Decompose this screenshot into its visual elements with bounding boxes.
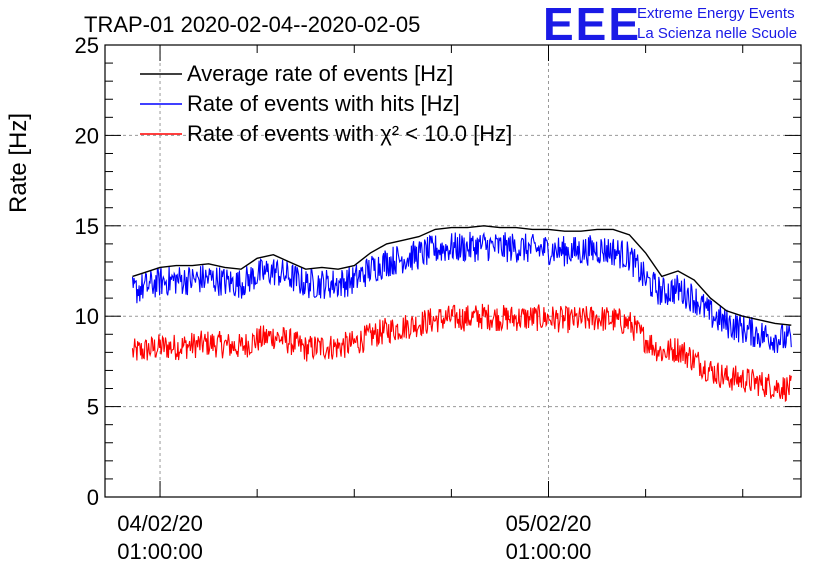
legend-entry-average: Average rate of events [Hz]: [187, 61, 453, 86]
legend-entry-chi2: Rate of events with χ² < 10.0 [Hz]: [187, 121, 512, 146]
x-tick-time: 01:00:00: [506, 539, 592, 564]
y-tick-label: 20: [75, 123, 99, 148]
series-line-2: [131, 303, 792, 403]
logo-letters: EEE: [543, 0, 641, 50]
y-axis-label: Rate [Hz]: [5, 113, 32, 213]
series-line-0: [132, 225, 792, 326]
legend: Average rate of events [Hz] Rate of even…: [140, 61, 512, 146]
axes: 0 5 10 15 20 25 04/02/20 01:00:00 05/02/20 01:00:…: [75, 33, 801, 564]
y-tick-label: 5: [87, 395, 99, 420]
chart-title: TRAP-01 2020-02-04--2020-02-05: [84, 12, 420, 37]
x-tick-time: 01:00:00: [117, 539, 203, 564]
logo-line1: Extreme Energy Events: [637, 5, 795, 22]
x-tick-date: 05/02/20: [506, 511, 592, 536]
grid: [105, 45, 801, 497]
series-line-1: [131, 231, 792, 353]
y-tick-label: 0: [87, 485, 99, 510]
y-tick-label: 15: [75, 214, 99, 239]
logo: EEE Extreme Energy Events La Scienza nel…: [543, 0, 797, 50]
legend-entry-hits: Rate of events with hits [Hz]: [187, 91, 460, 116]
logo-line2: La Scienza nelle Scuole: [637, 25, 797, 42]
plot-frame: [104, 44, 802, 498]
y-tick-label: 25: [75, 33, 99, 58]
y-tick-label: 10: [75, 304, 99, 329]
x-tick-date: 04/02/20: [117, 511, 203, 536]
series-layer: [131, 225, 792, 403]
